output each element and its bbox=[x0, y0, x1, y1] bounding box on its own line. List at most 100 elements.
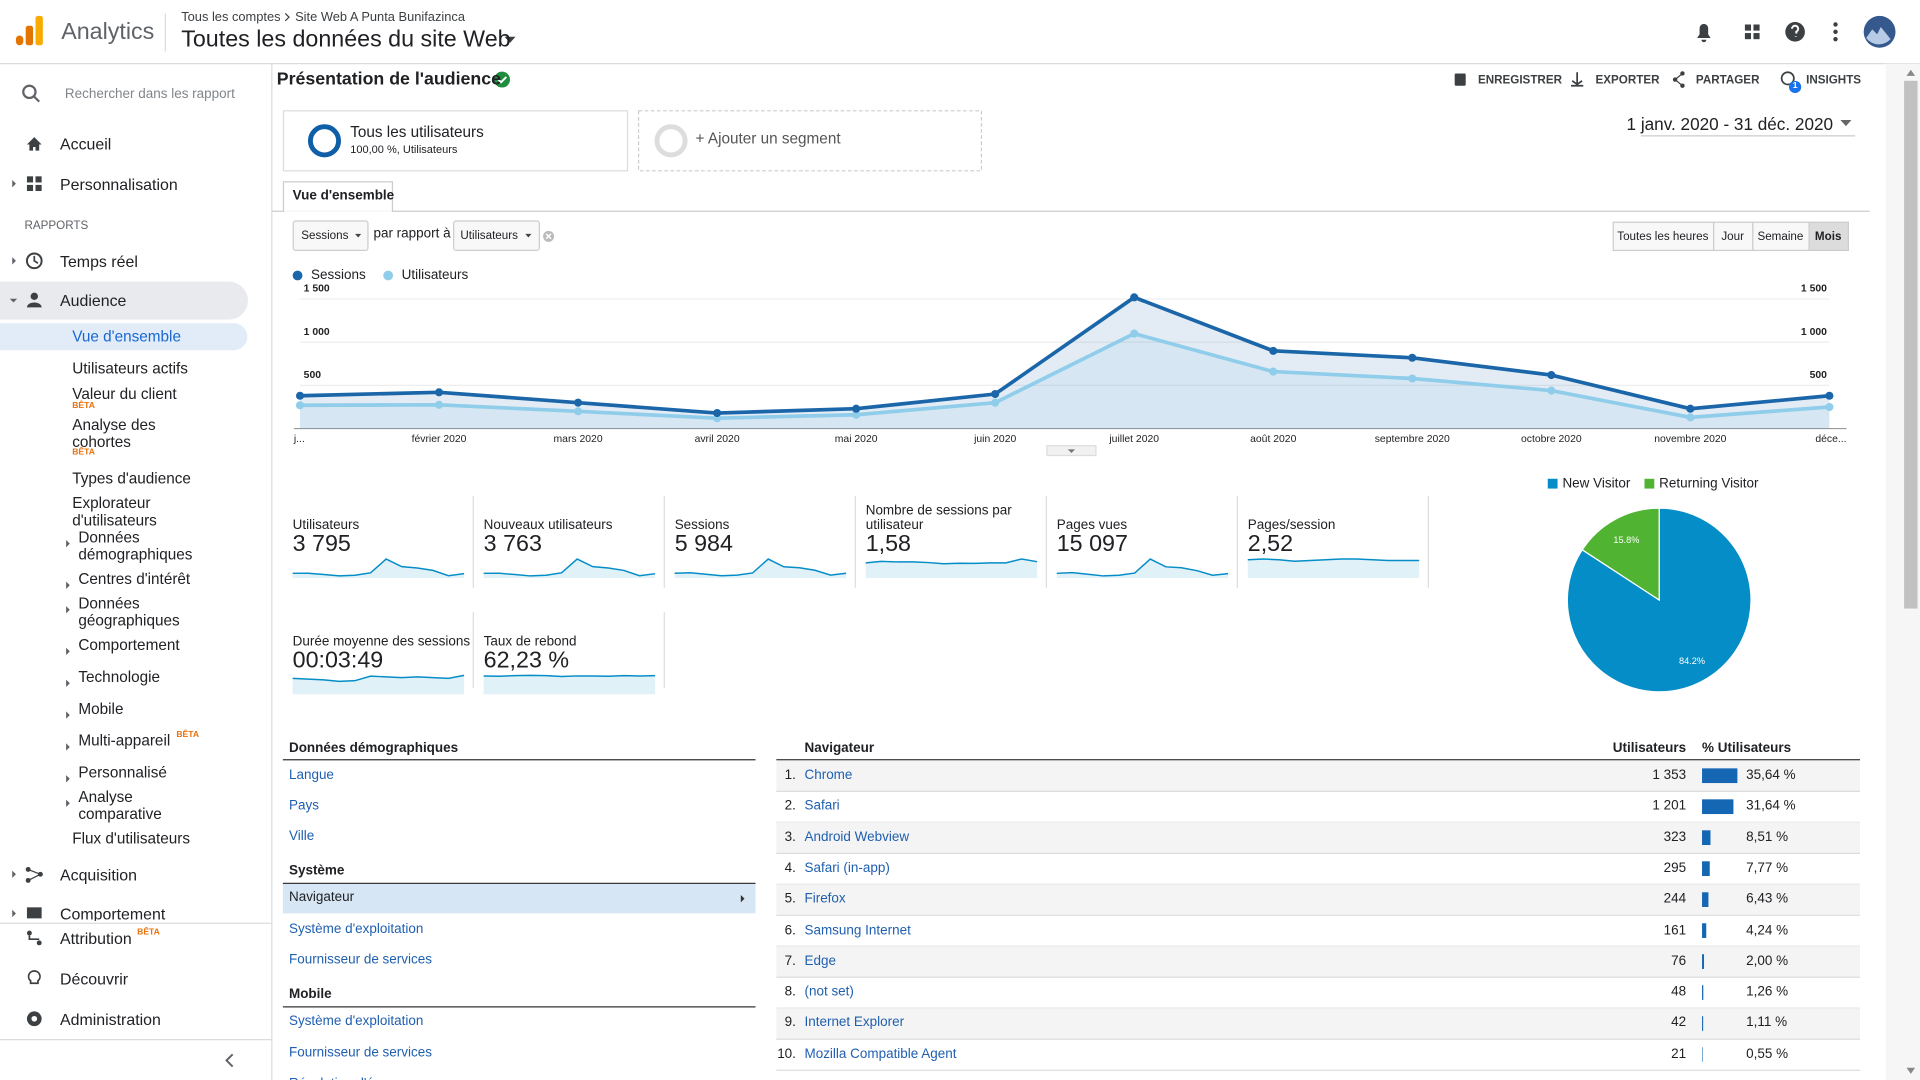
nav-subitem[interactable]: Flux d'utilisateurs bbox=[72, 830, 191, 848]
nav-item[interactable]: Audience bbox=[60, 290, 127, 310]
browser-link[interactable]: Edge bbox=[804, 953, 836, 969]
nav-subitem[interactable]: Types d'audience bbox=[72, 470, 191, 488]
browser-link[interactable]: Android Webview bbox=[804, 829, 910, 845]
nav-item[interactable]: Administration bbox=[60, 1009, 161, 1028]
nav-subitem[interactable]: Valeur du client bbox=[72, 385, 177, 403]
scrollbar-thumb[interactable] bbox=[1904, 80, 1918, 609]
nav-subitem[interactable]: Utilisateurs actifs bbox=[72, 360, 188, 378]
breadcrumb[interactable]: Site Web A Punta Bunifazinca bbox=[295, 9, 465, 25]
nav-item[interactable]: Personnalisation bbox=[60, 174, 178, 193]
more-icon[interactable] bbox=[1833, 22, 1838, 42]
collapse-icon[interactable] bbox=[225, 1053, 234, 1068]
granularity-label: Semaine bbox=[1757, 229, 1804, 244]
browser-link[interactable]: Chrome bbox=[804, 767, 853, 783]
nav-item[interactable]: Découvrir bbox=[60, 969, 129, 988]
sparkline bbox=[1247, 558, 1420, 562]
select-caret bbox=[525, 233, 532, 238]
browser-link[interactable]: Firefox bbox=[804, 891, 846, 907]
dimension-link[interactable]: Résolution d'écran bbox=[289, 1076, 400, 1080]
action-button[interactable]: ENREGISTRER bbox=[1477, 72, 1562, 87]
metric-label: Utilisateurs bbox=[292, 517, 360, 533]
beta-badge: BÊTA bbox=[72, 448, 95, 457]
apps-icon[interactable] bbox=[1744, 24, 1760, 40]
action-icons[interactable] bbox=[1454, 71, 1795, 88]
action-button[interactable]: PARTAGER bbox=[1695, 72, 1760, 87]
granularity-button[interactable] bbox=[1752, 221, 1810, 252]
date-caret[interactable] bbox=[1840, 120, 1852, 127]
legend-label[interactable]: Sessions bbox=[311, 267, 366, 283]
nav-subitem[interactable]: Centres d'intérêt bbox=[78, 570, 191, 588]
nav-subitem[interactable]: Mobile bbox=[78, 700, 124, 718]
nav-item[interactable]: Temps réel bbox=[60, 251, 138, 271]
data-point bbox=[295, 401, 305, 410]
share-label: 7,77 % bbox=[1746, 860, 1789, 876]
dimension-link[interactable]: Pays bbox=[288, 798, 319, 813]
browser-link[interactable]: Samsung Internet bbox=[804, 922, 911, 938]
add-segment-box[interactable] bbox=[637, 110, 983, 172]
browser-link[interactable]: Mozilla Compatible Agent bbox=[804, 1046, 957, 1062]
users-cell: 1 353 bbox=[1652, 767, 1687, 783]
date-range[interactable]: 1 janv. 2020 - 31 déc. 2020 bbox=[1626, 113, 1834, 134]
browser-link[interactable]: (not set) bbox=[804, 984, 854, 1000]
dimension-link[interactable]: Système d'exploitation bbox=[288, 1014, 424, 1029]
dimension-link[interactable]: Navigateur bbox=[288, 890, 355, 906]
granularity-button[interactable] bbox=[1808, 221, 1849, 252]
nav-subitem[interactable]: Vue d'ensemble bbox=[72, 328, 181, 346]
granularity-button[interactable] bbox=[1612, 221, 1715, 252]
view-caret[interactable] bbox=[504, 36, 516, 43]
nav-item[interactable]: Attribution bbox=[60, 928, 132, 948]
dimension-link[interactable]: Langue bbox=[288, 767, 334, 782]
metric-value: 5 984 bbox=[674, 531, 733, 558]
help-icon[interactable] bbox=[1785, 22, 1805, 42]
nav-subitem[interactable]: Données géographiques bbox=[78, 595, 180, 630]
dimension-link[interactable]: Système d'exploitation bbox=[288, 921, 424, 937]
browser-link[interactable]: Safari (in-app) bbox=[804, 860, 890, 876]
granularity-button[interactable] bbox=[1713, 221, 1754, 252]
action-button[interactable]: EXPORTER bbox=[1595, 72, 1660, 87]
share-label: 0,55 % bbox=[1746, 1046, 1789, 1062]
breadcrumb[interactable]: Tous les comptes bbox=[181, 9, 281, 25]
nav-subitem[interactable]: Données démographiques bbox=[78, 528, 193, 564]
add-segment[interactable]: + Ajouter un segment bbox=[695, 129, 841, 147]
x-tick-label: mars 2020 bbox=[554, 434, 603, 445]
section-title: Mobile bbox=[288, 987, 332, 1002]
browser-link[interactable]: Safari bbox=[804, 798, 840, 814]
share-label: 1,11 % bbox=[1746, 1015, 1788, 1031]
nav-item[interactable]: Acquisition bbox=[60, 865, 137, 884]
nav-subitem[interactable]: Analyse des cohortes bbox=[72, 416, 156, 451]
nav-subitem[interactable]: Personnalisé bbox=[78, 764, 167, 782]
search-icon bbox=[22, 84, 37, 100]
nav-item[interactable]: Accueil bbox=[60, 134, 112, 153]
users-cell: 21 bbox=[1671, 1046, 1687, 1062]
compare-select[interactable] bbox=[453, 220, 541, 252]
metric-select[interactable] bbox=[292, 220, 369, 252]
legend-swatch bbox=[292, 270, 303, 281]
metric-value: 3 763 bbox=[483, 531, 542, 558]
nav-subitem[interactable]: Technologie bbox=[78, 668, 161, 686]
nav-item[interactable]: Comportement bbox=[60, 904, 166, 921]
segment-circle bbox=[307, 124, 342, 158]
nav-subitem[interactable]: Comportement bbox=[78, 636, 180, 654]
nav-subitem[interactable]: Analyse comparative bbox=[78, 788, 162, 823]
nav-subitem[interactable]: Explorateur d'utilisateurs bbox=[72, 494, 157, 529]
dimension-link[interactable]: Ville bbox=[288, 829, 315, 844]
view-name[interactable]: Toutes les données du site Web bbox=[181, 26, 511, 53]
scroll-down[interactable] bbox=[1906, 1067, 1916, 1074]
section-title: Système bbox=[288, 863, 345, 879]
action-button[interactable]: INSIGHTS bbox=[1806, 72, 1862, 87]
tab-label[interactable]: Vue d'ensemble bbox=[292, 187, 395, 203]
scroll-up[interactable] bbox=[1906, 69, 1916, 76]
dimension-link[interactable]: Fournisseur de services bbox=[288, 952, 432, 968]
segment-name[interactable]: Tous les utilisateurs bbox=[350, 123, 484, 141]
browser-link[interactable]: Internet Explorer bbox=[804, 1015, 905, 1031]
row-bg bbox=[776, 1008, 1861, 1040]
legend-label[interactable]: Utilisateurs bbox=[401, 267, 469, 283]
dimension-link[interactable]: Fournisseur de services bbox=[288, 1045, 432, 1060]
row-bg bbox=[776, 946, 1861, 978]
row-bg bbox=[776, 884, 1861, 916]
metric-label: Nombre de sessions par utilisateur bbox=[865, 503, 1012, 533]
metric-value: 2,52 bbox=[1247, 531, 1294, 558]
tab[interactable] bbox=[282, 181, 394, 212]
bell-icon[interactable] bbox=[1697, 23, 1711, 43]
nav-subitem[interactable]: Multi-appareil bbox=[78, 732, 171, 750]
